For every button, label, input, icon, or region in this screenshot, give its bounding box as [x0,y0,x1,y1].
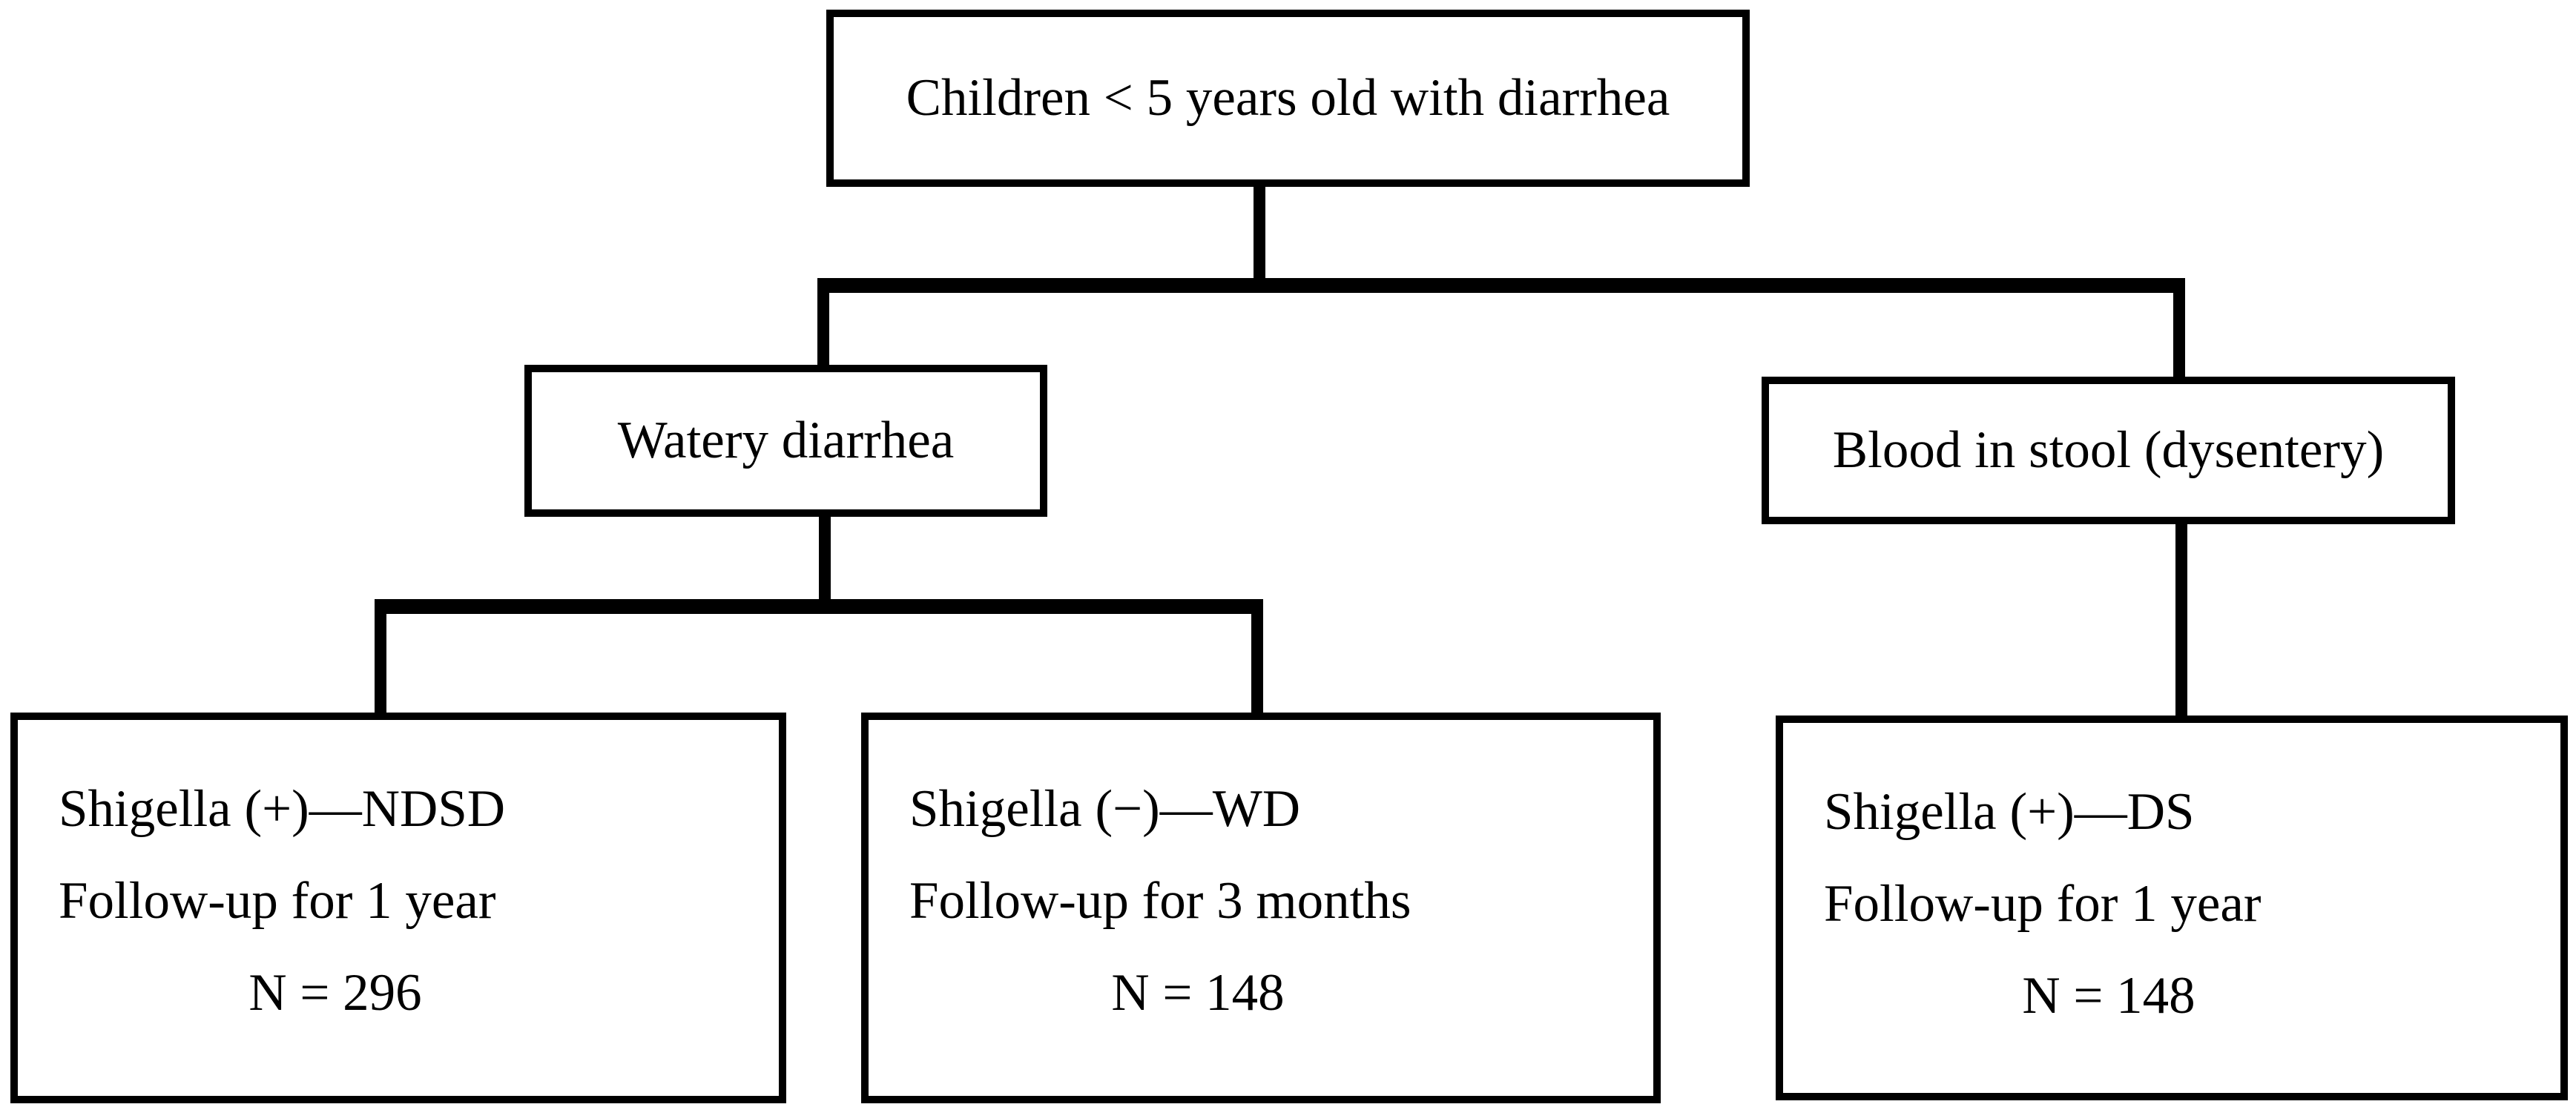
leaf-ds-group-label: Shigella (+)—DS [1824,783,2195,841]
connector-wd-drop [1251,610,1263,718]
leaf-ndsd-group-label: Shigella (+)—NDSD [59,780,506,838]
branch-watery-box: Watery diarrhea [524,365,1047,517]
connector-watery-drop [817,289,829,371]
root-label: Children < 5 years old with diarrhea [906,69,1670,127]
connector-level2-rail [375,599,1263,614]
connector-watery-stub [819,515,831,604]
leaf-wd-box: Shigella (−)—WD Follow-up for 3 months N… [861,713,1661,1103]
leaf-ds-followup-label: Follow-up for 1 year [1824,875,2262,933]
connector-root-drop [1254,185,1265,285]
leaf-ndsd-box: Shigella (+)—NDSD Follow-up for 1 year N… [10,713,786,1103]
connector-ndsd-drop [375,610,386,718]
leaf-wd-group-label: Shigella (−)—WD [909,780,1301,838]
flowchart-root-box: Children < 5 years old with diarrhea [826,10,1750,187]
connector-dysentery-drop [2173,289,2185,382]
branch-dysentery-label: Blood in stool (dysentery) [1832,421,2385,479]
leaf-wd-n-label: N = 148 [1111,964,1285,1022]
branch-dysentery-box: Blood in stool (dysentery) [1762,377,2455,524]
leaf-wd-followup-label: Follow-up for 3 months [909,872,1411,930]
leaf-ds-n-label: N = 148 [2022,967,2195,1025]
branch-watery-label: Watery diarrhea [617,412,955,469]
connector-level1-rail [817,278,2185,293]
leaf-ndsd-n-label: N = 296 [248,964,422,1022]
connector-ds-line [2175,523,2187,719]
leaf-ndsd-followup-label: Follow-up for 1 year [59,872,496,930]
leaf-ds-box: Shigella (+)—DS Follow-up for 1 year N =… [1776,716,2568,1100]
